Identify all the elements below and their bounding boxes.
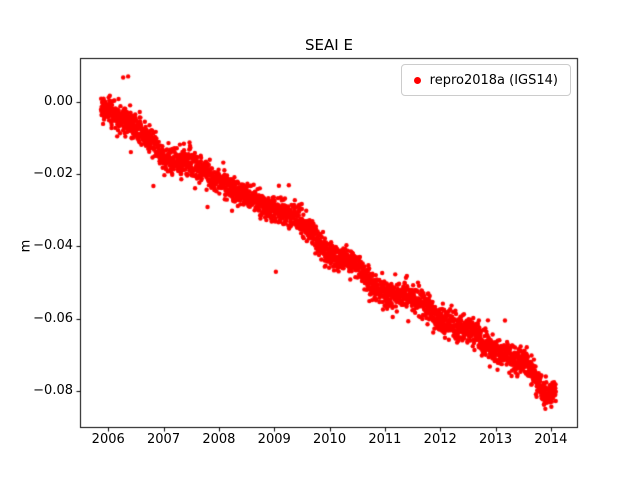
y-tick-label: −0.06 (33, 310, 73, 326)
legend-label: repro2018a (IGS14) (429, 72, 558, 88)
x-tick-label: 2006 (91, 432, 125, 447)
x-tick-label: 2010 (313, 432, 347, 447)
x-tick-label: 2013 (479, 432, 513, 447)
x-tick-label: 2009 (257, 432, 291, 447)
x-tick-label: 2012 (423, 432, 457, 447)
legend-marker-dot-icon (413, 76, 421, 84)
chart-title: SEAI E (305, 36, 353, 54)
x-tick-label: 2011 (368, 432, 402, 447)
y-tick-label: −0.04 (33, 238, 73, 254)
y-tick-label: −0.08 (33, 382, 73, 398)
x-tick-label: 2007 (147, 432, 181, 447)
legend: repro2018a (IGS14) (400, 64, 571, 96)
y-tick-label: 0.00 (44, 94, 73, 110)
y-tick-label: −0.02 (33, 166, 73, 182)
x-tick-label: 2008 (202, 432, 236, 447)
x-tick-label: 2014 (534, 432, 568, 447)
